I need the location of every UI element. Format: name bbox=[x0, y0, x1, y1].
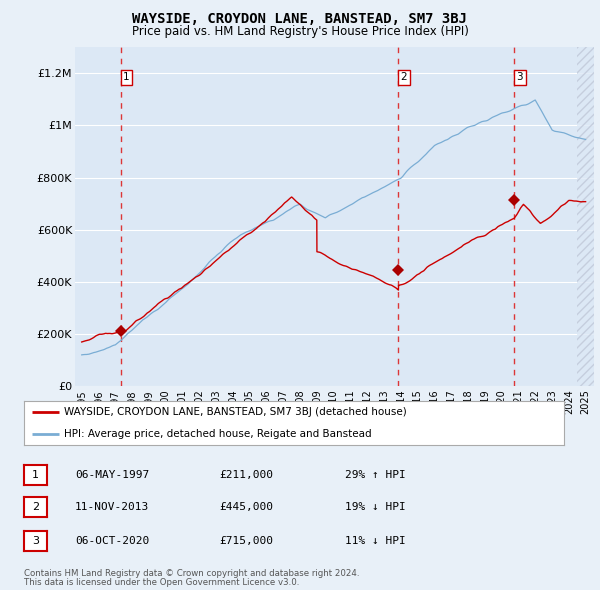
Text: 2: 2 bbox=[401, 72, 407, 82]
Text: 1: 1 bbox=[123, 72, 130, 82]
Text: £211,000: £211,000 bbox=[219, 470, 273, 480]
Polygon shape bbox=[577, 47, 594, 386]
Text: 3: 3 bbox=[517, 72, 523, 82]
Text: 1: 1 bbox=[32, 470, 39, 480]
Text: Contains HM Land Registry data © Crown copyright and database right 2024.: Contains HM Land Registry data © Crown c… bbox=[24, 569, 359, 578]
Text: 3: 3 bbox=[32, 536, 39, 546]
Text: Price paid vs. HM Land Registry's House Price Index (HPI): Price paid vs. HM Land Registry's House … bbox=[131, 25, 469, 38]
Text: 2: 2 bbox=[32, 503, 39, 512]
Text: WAYSIDE, CROYDON LANE, BANSTEAD, SM7 3BJ (detached house): WAYSIDE, CROYDON LANE, BANSTEAD, SM7 3BJ… bbox=[65, 407, 407, 417]
Text: 06-MAY-1997: 06-MAY-1997 bbox=[75, 470, 149, 480]
Text: 11% ↓ HPI: 11% ↓ HPI bbox=[345, 536, 406, 546]
Text: HPI: Average price, detached house, Reigate and Banstead: HPI: Average price, detached house, Reig… bbox=[65, 430, 372, 440]
Text: £715,000: £715,000 bbox=[219, 536, 273, 546]
Text: 06-OCT-2020: 06-OCT-2020 bbox=[75, 536, 149, 546]
Text: WAYSIDE, CROYDON LANE, BANSTEAD, SM7 3BJ: WAYSIDE, CROYDON LANE, BANSTEAD, SM7 3BJ bbox=[133, 12, 467, 26]
Text: 29% ↑ HPI: 29% ↑ HPI bbox=[345, 470, 406, 480]
Text: 19% ↓ HPI: 19% ↓ HPI bbox=[345, 503, 406, 512]
Text: £445,000: £445,000 bbox=[219, 503, 273, 512]
Text: This data is licensed under the Open Government Licence v3.0.: This data is licensed under the Open Gov… bbox=[24, 578, 299, 588]
Text: 11-NOV-2013: 11-NOV-2013 bbox=[75, 503, 149, 512]
